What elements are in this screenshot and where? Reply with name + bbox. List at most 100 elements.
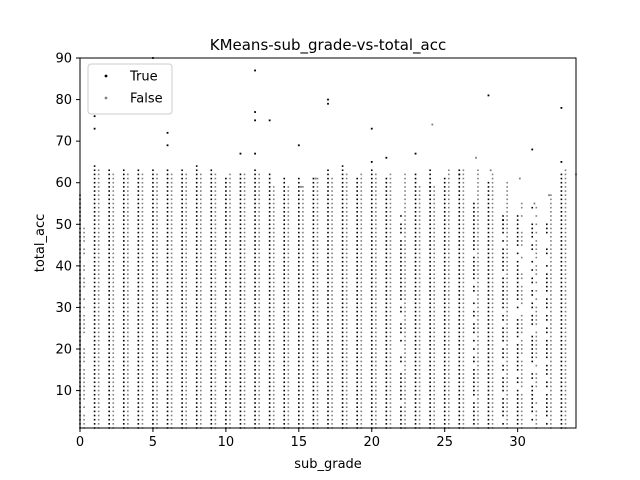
point <box>502 369 504 371</box>
point <box>516 269 519 271</box>
point <box>462 269 465 271</box>
point <box>141 314 144 317</box>
point <box>258 381 260 384</box>
point <box>108 231 110 234</box>
point <box>254 327 256 330</box>
point <box>258 256 260 259</box>
point <box>312 319 315 321</box>
point <box>447 306 450 309</box>
point <box>181 173 183 176</box>
x-axis-label: sub_grade <box>294 457 362 472</box>
point <box>166 310 169 313</box>
point <box>97 339 100 342</box>
point <box>152 319 154 321</box>
point <box>185 414 187 417</box>
point <box>462 398 465 400</box>
point <box>229 356 231 359</box>
point <box>516 402 519 404</box>
point <box>447 235 450 238</box>
point <box>137 244 140 246</box>
point <box>487 352 490 354</box>
point <box>229 240 231 242</box>
point <box>433 240 435 242</box>
point <box>108 181 110 184</box>
point <box>243 335 246 338</box>
point <box>141 206 144 209</box>
point <box>166 231 169 234</box>
point <box>152 211 154 213</box>
point <box>418 211 421 213</box>
point <box>137 306 140 309</box>
point <box>506 423 508 425</box>
point <box>345 223 348 226</box>
point <box>327 323 329 325</box>
point <box>210 269 213 271</box>
point <box>141 360 144 363</box>
point <box>429 398 431 400</box>
point <box>360 335 363 338</box>
point <box>302 269 304 271</box>
point <box>287 285 290 288</box>
point <box>516 219 519 221</box>
point <box>108 256 110 259</box>
point <box>433 327 435 330</box>
point <box>112 252 115 255</box>
point <box>473 206 475 209</box>
point <box>225 381 227 384</box>
point <box>443 215 446 217</box>
point <box>564 393 567 396</box>
point <box>141 398 144 400</box>
point <box>137 265 140 267</box>
point <box>298 385 300 388</box>
point <box>370 348 373 350</box>
point <box>181 393 183 396</box>
point <box>462 393 465 396</box>
point <box>225 331 227 334</box>
point <box>225 402 227 404</box>
point <box>166 339 169 342</box>
point <box>122 265 125 267</box>
point <box>239 227 242 230</box>
point <box>108 177 110 180</box>
point <box>316 356 319 359</box>
point <box>389 256 392 259</box>
point <box>239 389 242 392</box>
point <box>520 410 523 413</box>
point <box>243 393 246 396</box>
point <box>462 319 465 321</box>
point <box>170 356 173 359</box>
point <box>487 277 490 280</box>
point <box>487 223 490 226</box>
point <box>283 319 286 321</box>
point <box>225 339 227 342</box>
point <box>97 323 100 325</box>
point <box>535 377 538 379</box>
point <box>225 373 227 375</box>
point <box>225 227 227 230</box>
point <box>560 206 563 209</box>
point <box>199 339 202 342</box>
point <box>473 269 475 271</box>
point <box>433 385 435 388</box>
x-tick-label: 10 <box>218 435 235 450</box>
point <box>225 290 227 292</box>
point <box>254 360 256 363</box>
point <box>447 277 450 280</box>
point <box>345 373 348 375</box>
point <box>272 290 275 292</box>
point <box>477 169 479 172</box>
point <box>404 248 406 251</box>
point <box>170 235 173 238</box>
point <box>491 335 494 338</box>
point <box>181 256 183 259</box>
point <box>341 331 344 334</box>
point <box>185 369 187 371</box>
point <box>462 369 465 371</box>
point <box>487 323 490 325</box>
point <box>152 248 154 251</box>
point <box>229 219 231 221</box>
point <box>268 190 271 192</box>
point <box>166 418 169 421</box>
point <box>477 423 479 425</box>
point <box>302 393 304 396</box>
